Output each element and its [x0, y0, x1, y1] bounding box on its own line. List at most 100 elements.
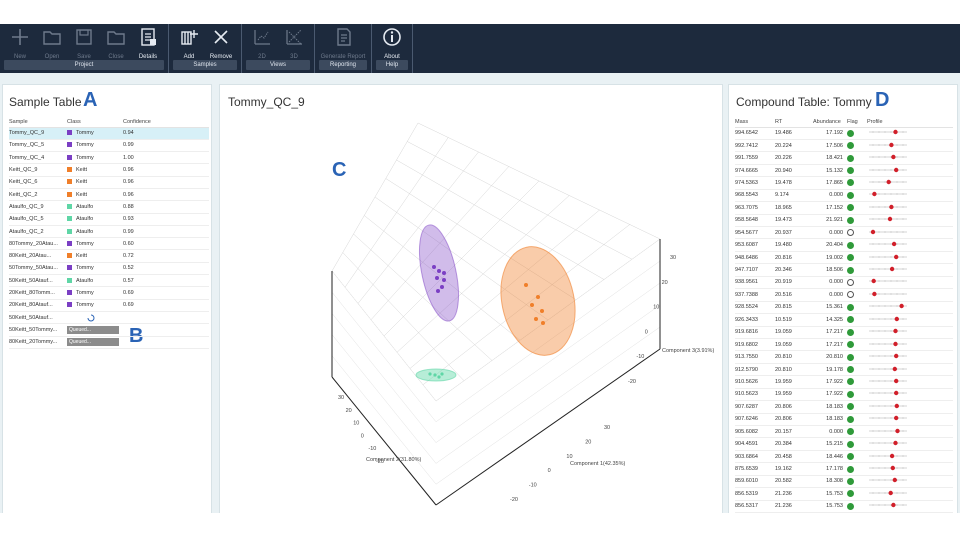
compound-ab: 0.000 — [813, 288, 847, 302]
compound-row[interactable]: 912.5790 20.810 19.178 — [735, 363, 953, 377]
axis-tick-label: 20 — [662, 280, 668, 286]
flag-green-icon — [847, 266, 854, 274]
compound-profile — [867, 350, 953, 364]
class-color-swatch — [67, 240, 72, 246]
compound-row[interactable]: 856.5319 21.236 15.753 — [735, 487, 953, 501]
compound-row[interactable]: 919.6816 19.059 17.217 — [735, 326, 953, 339]
compound-mass: 994.6542 — [735, 127, 775, 140]
compound-row[interactable]: 905.6082 20.157 0.000 — [735, 425, 953, 439]
compound-row[interactable]: 953.6087 19.480 20.404 — [735, 238, 953, 252]
column-header-flag[interactable]: Flag — [847, 117, 867, 128]
sample-row[interactable]: 50Keitt_50Tommy... Queued... — [9, 323, 209, 337]
profile-sparkline — [869, 154, 907, 160]
compound-row[interactable]: 991.7559 20.226 18.421 — [735, 151, 953, 165]
profile-dot — [887, 217, 893, 222]
add-button[interactable]: Add — [173, 26, 205, 60]
compound-row[interactable]: 968.5543 9.174 0.000 — [735, 189, 953, 203]
pca-3d-plot[interactable]: 3020100-10-203020100-10-20-20-100102030 … — [220, 85, 724, 515]
sample-name: 50Keitt_50Atauf... — [9, 274, 67, 288]
column-header-abundance[interactable]: Abundance — [813, 117, 847, 128]
sample-name: 80Tommy_20Atau... — [9, 237, 67, 251]
ribbon-button-label: Open — [44, 54, 60, 60]
profile-dot — [894, 167, 899, 172]
generate-report-button[interactable]: Generate Report — [319, 26, 367, 60]
flag-green-icon — [847, 154, 854, 162]
sample-row[interactable]: Keitt_QC_2 Keitt 0.96 — [9, 188, 209, 202]
tommy-point — [442, 278, 446, 282]
sample-row[interactable]: Tommy_QC_5 Tommy 0.99 — [9, 139, 209, 153]
column-header-mass[interactable]: Mass — [735, 117, 775, 128]
grid-line — [396, 159, 605, 280]
sample-row[interactable]: 20Keitt_80Tomm... Tommy 0.69 — [9, 286, 209, 300]
compound-profile — [867, 487, 953, 501]
column-header-confidence[interactable]: Confidence — [123, 117, 209, 128]
compound-row[interactable]: 903.6864 20.458 18.446 — [735, 450, 953, 464]
compound-row[interactable]: 958.5648 19.473 21.921 — [735, 214, 953, 228]
compound-row[interactable]: 928.5524 20.815 15.361 — [735, 301, 953, 315]
compound-row[interactable]: 910.5623 19.959 17.922 — [735, 388, 953, 402]
sample-row[interactable]: Tommy_QC_9 Tommy 0.94 — [9, 127, 209, 140]
compound-mass: 938.9561 — [735, 276, 775, 290]
sample-row[interactable]: 50Keitt_50Atauf... Ataulfo 0.57 — [9, 274, 209, 288]
column-header-class[interactable]: Class — [67, 117, 123, 128]
details-button[interactable]: Details — [132, 26, 164, 60]
compound-row[interactable]: 856.5317 21.236 15.753 — [735, 500, 953, 514]
compound-row[interactable]: 859.6010 20.582 18.308 — [735, 475, 953, 489]
compound-row[interactable]: 913.7550 20.810 20.810 — [735, 350, 953, 364]
compound-row[interactable]: 907.6246 20.806 18.183 — [735, 413, 953, 427]
compound-row[interactable]: 954.5677 20.937 0.000 — [735, 226, 953, 240]
flag-green-icon — [847, 167, 854, 175]
compound-row[interactable]: 963.7075 18.965 17.152 — [735, 201, 953, 215]
compound-row[interactable]: 919.6802 19.059 17.217 — [735, 338, 953, 352]
column-header-rt[interactable]: RT — [775, 117, 813, 128]
sample-row[interactable]: Ataulfo_QC_2 Ataulfo 0.99 — [9, 225, 209, 239]
ribbon-button-label: 2D — [258, 54, 266, 60]
2d-button[interactable]: 2D — [246, 26, 278, 60]
compound-flag-cell — [847, 487, 867, 501]
compound-row[interactable]: 947.7107 20.346 18.506 — [735, 263, 953, 277]
compound-rt: 20.346 — [775, 263, 813, 277]
compound-row[interactable]: 910.5626 19.959 17.922 — [735, 375, 953, 389]
loading-spinner-icon — [67, 314, 95, 322]
compound-row[interactable]: 904.4591 20.384 15.215 — [735, 437, 953, 451]
compound-row[interactable]: 907.6287 20.806 18.183 — [735, 400, 953, 414]
compound-ab: 0.000 — [813, 226, 847, 240]
sample-row[interactable]: 80Keitt_20Tommy... Queued... — [9, 336, 209, 349]
compound-row[interactable]: 974.6665 20.940 15.132 — [735, 164, 953, 178]
sample-class: Ataulfo — [76, 203, 94, 210]
about-button[interactable]: About — [376, 26, 408, 60]
open-button[interactable]: Open — [36, 26, 68, 60]
sample-row[interactable]: 80Tommy_20Atau... Tommy 0.60 — [9, 237, 209, 251]
sample-row[interactable]: Tommy_QC_4 Tommy 1.00 — [9, 151, 209, 165]
compound-row[interactable]: 994.6542 19.486 17.192 — [735, 127, 953, 140]
sample-row[interactable]: 20Keitt_80Atauf... Tommy 0.69 — [9, 299, 209, 312]
sample-name: 50Keitt_50Tommy... — [9, 323, 67, 337]
remove-button[interactable]: Remove — [205, 26, 237, 60]
sample-row[interactable]: Ataulfo_QC_9 Ataulfo 0.88 — [9, 200, 209, 214]
compound-row[interactable]: 875.6539 19.162 17.178 — [735, 462, 953, 476]
compound-rt: 20.224 — [775, 139, 813, 153]
column-header-profile[interactable]: Profile — [867, 117, 953, 128]
column-header-sample[interactable]: Sample — [9, 117, 67, 128]
compound-row[interactable]: 938.9561 20.919 0.000 — [735, 276, 953, 290]
sample-row[interactable]: Ataulfo_QC_5 Ataulfo 0.93 — [9, 213, 209, 226]
sample-row[interactable]: Keitt_QC_9 Keitt 0.96 — [9, 163, 209, 177]
close-button[interactable]: Close — [100, 26, 132, 60]
sample-name: 50Tommy_50Atau... — [9, 262, 67, 276]
compound-ab: 18.308 — [813, 475, 847, 489]
flag-green-icon — [847, 453, 854, 461]
class-color-swatch — [67, 142, 72, 148]
compound-row[interactable]: 974.5363 19.478 17.865 — [735, 176, 953, 190]
compound-row[interactable]: 948.6486 20.816 19.002 — [735, 251, 953, 265]
compound-row[interactable]: 926.3433 10.519 14.325 — [735, 313, 953, 327]
compound-row[interactable]: 937.7388 20.516 0.000 — [735, 288, 953, 302]
compound-mass: 991.7559 — [735, 151, 775, 165]
3d-button[interactable]: 3D — [278, 26, 310, 60]
save-button[interactable]: Save — [68, 26, 100, 60]
sample-row[interactable]: 50Keitt_50Atauf... — [9, 311, 209, 325]
sample-row[interactable]: Keitt_QC_6 Keitt 0.96 — [9, 176, 209, 189]
new-button[interactable]: New — [4, 26, 36, 60]
compound-row[interactable]: 992.7412 20.224 17.506 — [735, 139, 953, 153]
sample-row[interactable]: 50Tommy_50Atau... Tommy 0.52 — [9, 262, 209, 276]
sample-row[interactable]: 80Keitt_20Atau... Keitt 0.72 — [9, 249, 209, 263]
